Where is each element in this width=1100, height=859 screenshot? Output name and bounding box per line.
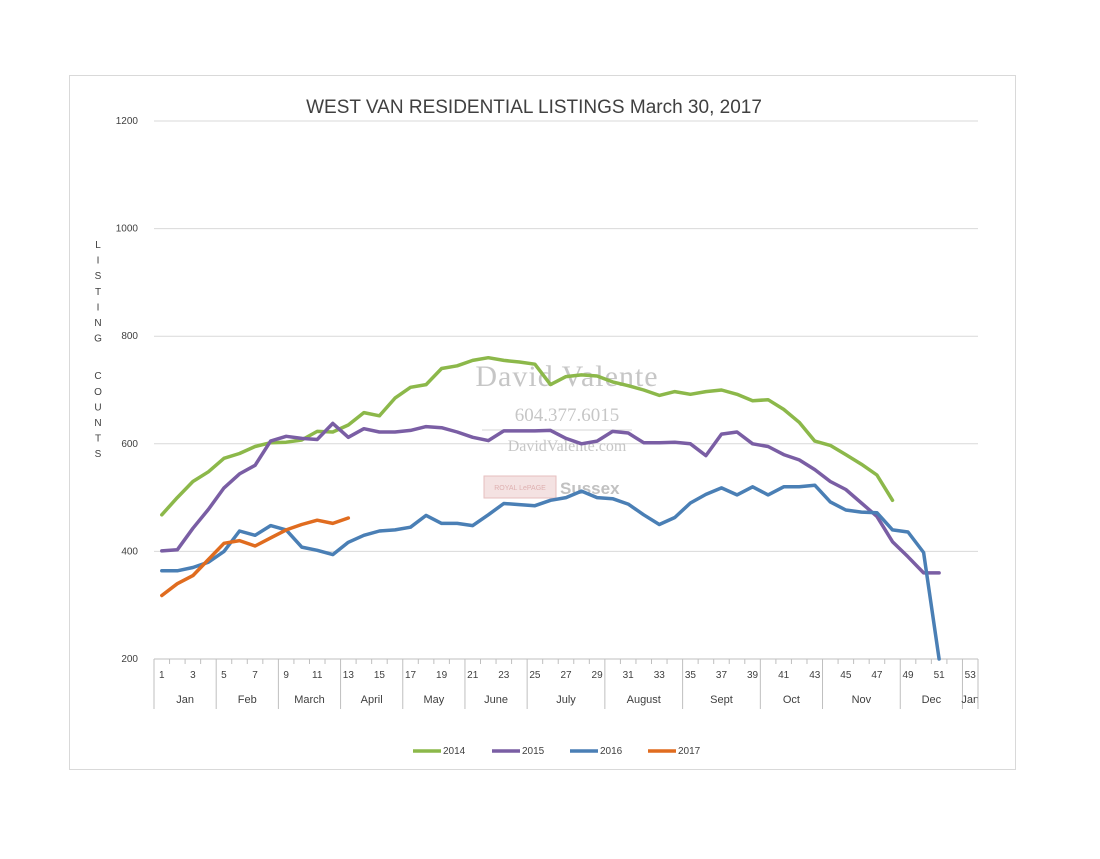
x-tick-label: 41 (778, 670, 790, 681)
x-tick-label: 47 (871, 670, 883, 681)
month-label: June (484, 694, 508, 706)
y-label-letter: N (94, 418, 101, 429)
month-label: Dec (922, 694, 942, 706)
x-tick-label: 3 (190, 670, 196, 681)
y-label-letter: N (94, 318, 101, 329)
x-tick-label: 31 (623, 670, 635, 681)
y-tick-label: 1000 (116, 224, 139, 235)
x-tick-label: 33 (654, 670, 666, 681)
x-tick-label: 5 (221, 670, 227, 681)
series-line-2015 (160, 421, 941, 575)
y-tick-label: 600 (121, 439, 138, 450)
month-label: Feb (238, 694, 257, 706)
y-label-letter: G (94, 334, 102, 345)
month-label: Jan (176, 694, 194, 706)
chart-frame: 200 400 600 800 1000 1200 1 3 5 7 9 11 13 15 17 19 21 23… (69, 75, 1016, 770)
series-lines (160, 355, 941, 661)
x-tick-label: 15 (374, 670, 386, 681)
month-label: Sept (710, 694, 733, 706)
y-label-letter: C (94, 371, 101, 382)
x-tick-label: 53 (965, 670, 977, 681)
watermark-brand-small: ROYAL LePAGE (494, 485, 546, 492)
chart-title: WEST VAN RESIDENTIAL LISTINGS March 30, … (306, 97, 762, 118)
month-label: May (423, 694, 444, 706)
watermark-phone: 604.377.6015 (515, 405, 620, 426)
legend-label: 2017 (678, 746, 701, 757)
month-label: Nov (852, 694, 872, 706)
x-tick-label: 39 (747, 670, 759, 681)
y-label-letter: T (95, 287, 101, 298)
y-label-letter: U (94, 402, 101, 413)
series-line-2017 (160, 516, 351, 598)
y-label-letter: I (97, 256, 100, 267)
month-label: August (627, 694, 661, 706)
watermark-logo: David Valente 604.377.6015 DavidValente.… (475, 360, 658, 499)
legend-label: 2016 (600, 746, 623, 757)
x-tick-label: 1 (159, 670, 165, 681)
y-tick-label: 200 (121, 654, 138, 665)
month-label: Oct (783, 694, 800, 706)
y-label-letter: I (97, 302, 100, 313)
x-tick-label: 27 (560, 670, 572, 681)
y-label-letter: S (95, 449, 102, 460)
month-label: April (361, 694, 383, 706)
y-label-letter: T (95, 434, 101, 445)
month-label: March (294, 694, 325, 706)
x-tick-label: 51 (934, 670, 946, 681)
y-tick-label: 400 (121, 546, 138, 557)
series-line-2016 (160, 483, 941, 661)
x-tick-label: 25 (529, 670, 541, 681)
series-line-2014 (160, 355, 895, 517)
x-tick-label: 11 (312, 670, 323, 681)
x-tick-label: 43 (809, 670, 821, 681)
x-axis: 1 3 5 7 9 11 13 15 17 19 21 23 25 27 29 31 33 35 37 39 41 43 4… (153, 658, 979, 709)
month-label: Jan (961, 694, 979, 706)
y-label-letter: L (95, 240, 101, 251)
x-tick-label: 9 (283, 670, 289, 681)
y-label-letter: S (95, 271, 102, 282)
y-tick-label: 1200 (116, 116, 139, 127)
x-tick-label: 35 (685, 670, 697, 681)
x-tick-label: 37 (716, 670, 728, 681)
legend-label: 2015 (522, 746, 545, 757)
x-tick-label: 45 (840, 670, 852, 681)
y-label-letter: O (94, 387, 102, 398)
month-label: July (556, 694, 576, 706)
x-tick-label: 49 (902, 670, 914, 681)
x-tick-label: 19 (436, 670, 448, 681)
x-tick-label: 17 (405, 670, 417, 681)
x-tick-label: 23 (498, 670, 510, 681)
x-tick-label: 21 (467, 670, 479, 681)
legend: 2014 2015 2016 2017 (413, 746, 701, 757)
legend-label: 2014 (443, 746, 466, 757)
x-tick-label: 7 (252, 670, 258, 681)
x-tick-label: 29 (592, 670, 604, 681)
x-tick-label: 13 (343, 670, 355, 681)
y-tick-label: 800 (121, 331, 138, 342)
